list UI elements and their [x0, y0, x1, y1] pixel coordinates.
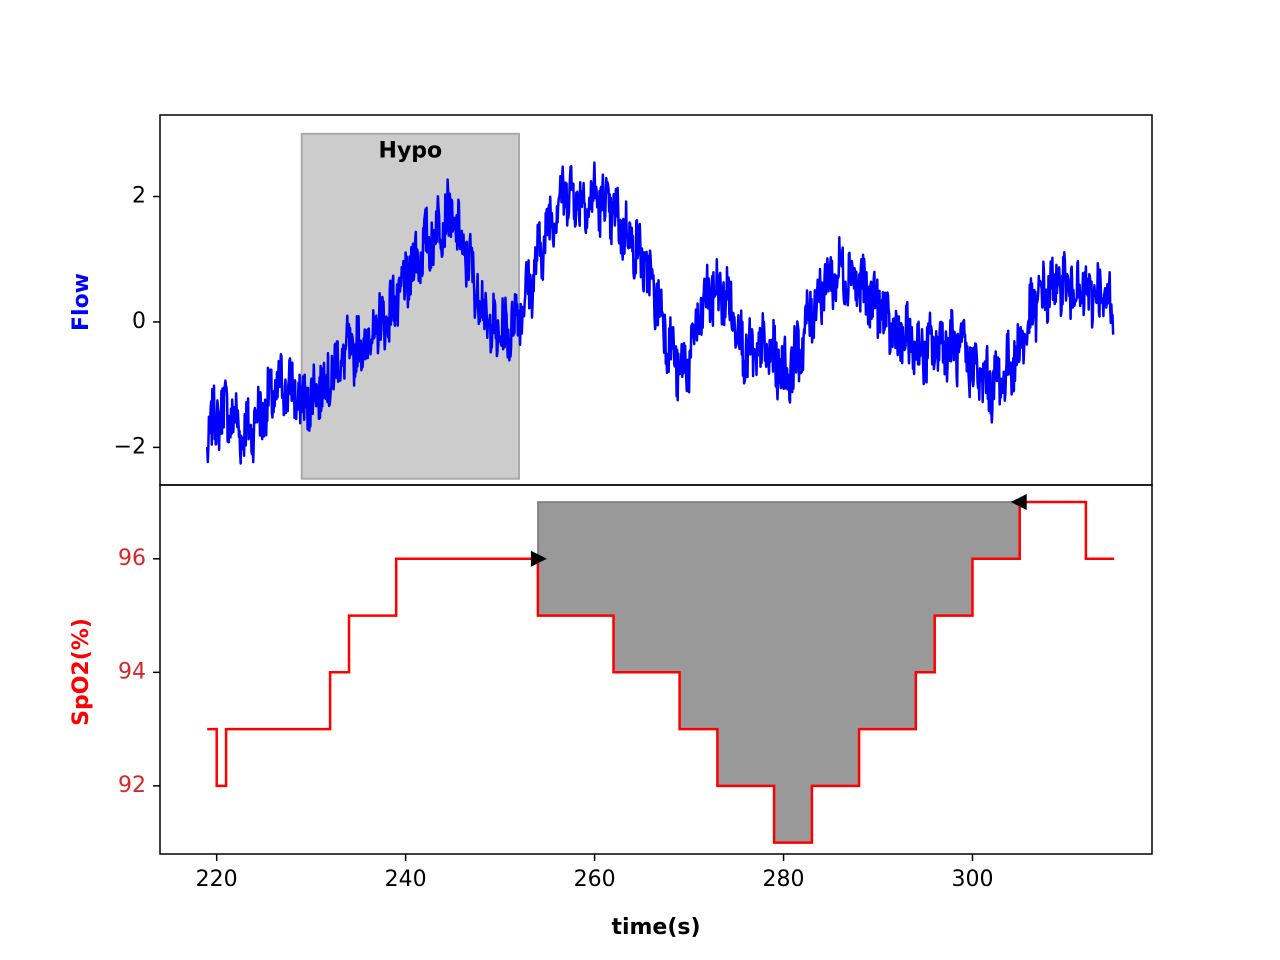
- spo2-y-tick-label: 94: [118, 659, 146, 684]
- flow-y-ticks: −2 0 2: [114, 184, 160, 459]
- flow-series-line: [205, 161, 1115, 465]
- spo2-y-ticks: 92 94 96: [118, 546, 160, 798]
- flow-y-axis-label: Flow: [69, 273, 94, 331]
- time-x-tick-label: 240: [385, 867, 427, 892]
- flow-y-tick-label: 2: [132, 184, 146, 209]
- spo2-y-tick-label: 96: [118, 546, 146, 571]
- spo2-y-axis-label: SpO2(%): [69, 618, 94, 726]
- hypo-annotation: Hypo: [379, 138, 443, 163]
- spo2-plot-frame: [159, 484, 1153, 855]
- time-x-tick-label: 280: [763, 867, 805, 892]
- flow-panel: Hypo −2 0 2 Flow: [69, 114, 1153, 486]
- time-x-tick-label: 300: [951, 867, 993, 892]
- time-x-tick-label: 260: [574, 867, 616, 892]
- time-x-tick-label: 220: [196, 867, 238, 892]
- time-x-ticks: 220 240 260 280 300: [196, 854, 993, 892]
- desat-start-marker: [530, 550, 547, 567]
- spo2-y-tick-label: 92: [118, 773, 146, 798]
- flow-y-tick-label: 0: [132, 309, 146, 334]
- time-x-axis-label: time(s): [611, 915, 700, 940]
- spo2-markers: [530, 494, 1027, 567]
- spo2-panel: 92 94 96 220 240 260 280 300 SpO2(%) time(s): [69, 484, 1153, 940]
- flow-y-tick-label: −2: [114, 434, 146, 459]
- spo2-series-line: [207, 500, 1115, 844]
- desat-end-marker: [1010, 494, 1027, 511]
